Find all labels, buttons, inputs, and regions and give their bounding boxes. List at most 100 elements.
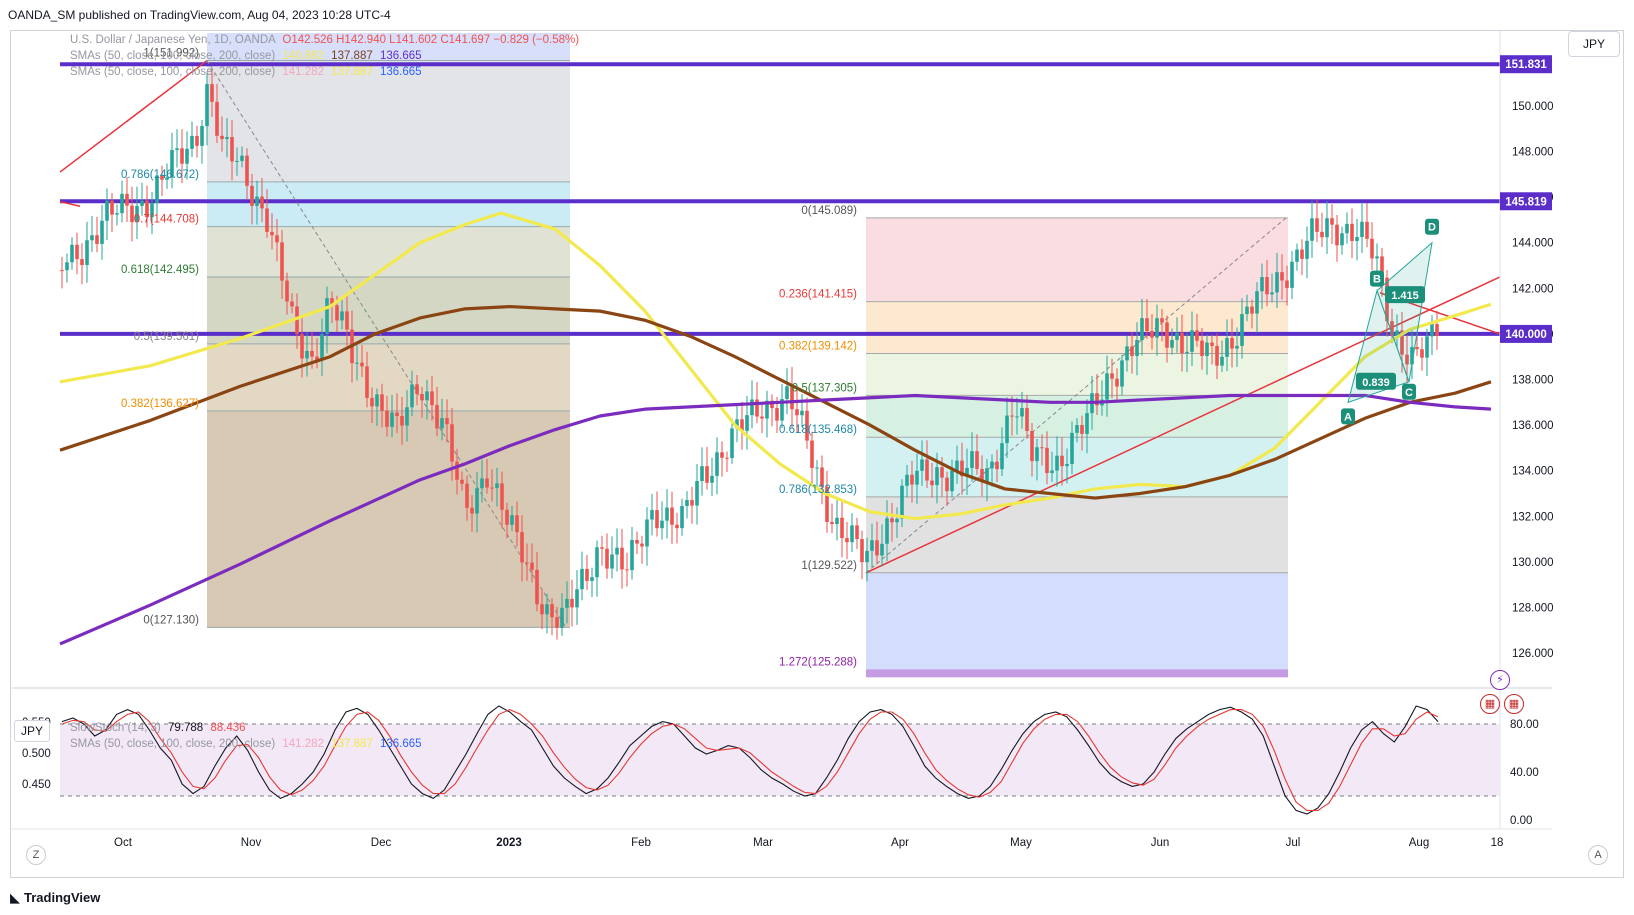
candle-body: [215, 101, 219, 136]
candle-body: [405, 407, 409, 426]
fib1-label: 1(151.992): [143, 48, 199, 60]
candle-body: [425, 391, 429, 401]
candle-body: [1275, 272, 1279, 293]
zoom-reset-button[interactable]: Z: [26, 845, 46, 865]
fib1-zone: [207, 343, 570, 411]
candle-body: [910, 474, 914, 485]
candle-body: [125, 193, 129, 206]
candle-body: [645, 519, 649, 547]
candle-body: [1240, 314, 1244, 346]
us-flag-icon-2[interactable]: ▦: [1504, 694, 1524, 714]
candle-body: [1260, 277, 1264, 292]
candle-body: [1015, 416, 1019, 418]
candle-body: [105, 200, 109, 221]
candle-body: [430, 391, 434, 406]
candle-body: [630, 539, 634, 571]
candle-body: [535, 569, 539, 605]
candle-body: [160, 175, 164, 180]
candle-body: [1030, 431, 1034, 462]
candle-body: [490, 487, 494, 489]
candle-body: [1290, 261, 1294, 288]
fib1-label: 0.7(144.708): [134, 214, 199, 226]
candle-body: [120, 193, 124, 214]
legend-sma-2: SMAs (50, close, 100, close, 200, close)…: [70, 66, 422, 78]
candle-body: [1425, 336, 1429, 358]
candle-body: [790, 386, 794, 410]
candle-body: [655, 510, 659, 529]
candle-body: [1075, 424, 1079, 433]
legend-symbol: U.S. Dollar / Japanese Yen, 1D, OANDA O1…: [70, 34, 579, 46]
sub-currency-button[interactable]: JPY: [14, 720, 50, 742]
fib1-zone-top: [207, 33, 570, 61]
candle-body: [765, 400, 769, 419]
us-flag-icon[interactable]: ▦: [1480, 694, 1500, 714]
candle-body: [1435, 324, 1439, 336]
x-tick: Feb: [631, 837, 651, 849]
candle-body: [400, 416, 404, 426]
candle-body: [1195, 330, 1199, 341]
candle-body: [310, 350, 314, 357]
candle-body: [180, 148, 184, 164]
candle-body: [1155, 318, 1159, 338]
candle-body: [1255, 291, 1259, 314]
legend-ohlc: O142.526 H142.940 L141.602 C141.697 −0.8…: [282, 34, 580, 46]
candle-body: [520, 532, 524, 563]
stoch-left-tick: 0.500: [22, 748, 51, 760]
candle-body: [635, 539, 639, 544]
candle-body: [1355, 237, 1359, 241]
candle-body: [965, 467, 969, 477]
candle-body: [145, 200, 149, 218]
pattern-point-label: A: [1344, 411, 1352, 423]
candle-body: [1110, 373, 1114, 379]
tradingview-logo[interactable]: ◣ TradingView: [10, 890, 100, 906]
fib2-zone: [866, 353, 1288, 396]
fib2-label: 0.786(132.853): [779, 484, 857, 496]
legend-sma-1: SMAs (50, close, 100, close, 200, close)…: [70, 50, 422, 62]
candle-body: [110, 200, 114, 215]
candle-body: [1170, 339, 1174, 348]
legend-sma-1-v3: 136.665: [379, 50, 422, 62]
candle-body: [280, 242, 284, 281]
price-level-label: 145.819: [1505, 196, 1547, 208]
candle-body: [1280, 272, 1284, 281]
candle-body: [390, 412, 394, 427]
sma-line: [59, 211, 1492, 521]
candle-body: [550, 604, 554, 618]
candle-body: [1040, 447, 1044, 449]
legend-symbol-name: U.S. Dollar / Japanese Yen, 1D, OANDA: [70, 34, 276, 46]
x-tick: Apr: [891, 837, 909, 849]
candle-body: [600, 547, 604, 549]
candle-body: [1165, 322, 1169, 348]
candle-body: [1350, 223, 1354, 241]
candle-body: [465, 483, 469, 508]
candle-body: [795, 409, 799, 416]
candle-body: [1200, 340, 1204, 356]
candle-body: [700, 466, 704, 482]
fib2-diagonal: [865, 217, 1287, 574]
candle-body: [1065, 463, 1069, 467]
candle-body: [650, 510, 654, 520]
legend-stoch-label: SlowStoch (14, 3): [70, 722, 161, 734]
fib1-label: 0(127.130): [143, 614, 199, 626]
pattern-point-label: B: [1373, 274, 1381, 286]
fib2-label: 0.382(139.142): [779, 340, 857, 352]
auto-scale-button[interactable]: A: [1588, 845, 1608, 865]
lightning-icon[interactable]: ⚡: [1490, 670, 1510, 690]
candle-body: [620, 547, 624, 570]
currency-button[interactable]: JPY: [1568, 31, 1620, 57]
candle-body: [1315, 218, 1319, 232]
fib1-label: 0.618(142.495): [121, 264, 199, 276]
candle-body: [950, 470, 954, 492]
candle-body: [985, 468, 989, 483]
published-header: OANDA_SM published on TradingView.com, A…: [8, 8, 391, 22]
candle-body: [375, 394, 379, 407]
candle-body: [1390, 321, 1394, 336]
candle-body: [270, 231, 274, 236]
candle-body: [720, 452, 724, 458]
fib2-label: 0.5(137.305): [792, 382, 857, 394]
candle-body: [1215, 345, 1219, 366]
candle-body: [865, 550, 869, 563]
candle-body: [640, 543, 644, 547]
candle-body: [60, 270, 64, 272]
